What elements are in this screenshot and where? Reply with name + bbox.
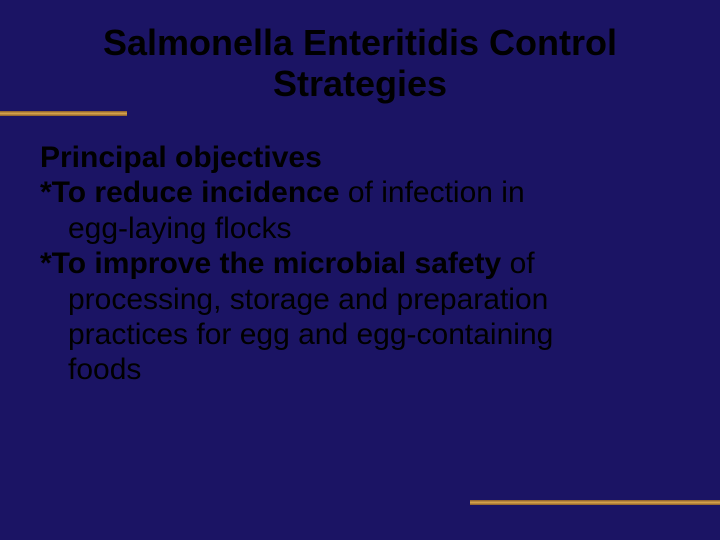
title-line-2: Strategies — [273, 63, 447, 104]
bullet-2-cont-2: practices for egg and egg-containing — [40, 317, 670, 352]
bullet-2-cont-3: foods — [40, 352, 670, 387]
title-line-1: Salmonella Enteritidis Control — [103, 22, 617, 63]
bullet-1-lead-rest: of infection in — [340, 176, 525, 209]
bullet-1-lead-bold: *To reduce incidence — [40, 176, 340, 209]
bullet-1-line-1: *To reduce incidence of infection in — [40, 175, 670, 210]
slide-title: Salmonella Enteritidis Control Strategie… — [40, 22, 680, 105]
divider-top — [0, 111, 127, 116]
bullet-2-lead-rest: of — [501, 247, 534, 280]
body-text: Principal objectives *To reduce incidenc… — [40, 140, 670, 388]
objectives-heading: Principal objectives — [40, 140, 670, 175]
divider-bottom — [470, 500, 720, 505]
bullet-1-cont: egg-laying flocks — [40, 211, 670, 246]
bullet-2-line-1: *To improve the microbial safety of — [40, 246, 670, 281]
slide: Salmonella Enteritidis Control Strategie… — [0, 0, 720, 540]
bullet-2-cont-1: processing, storage and preparation — [40, 282, 670, 317]
bullet-2-lead-bold: *To improve the microbial safety — [40, 247, 501, 280]
